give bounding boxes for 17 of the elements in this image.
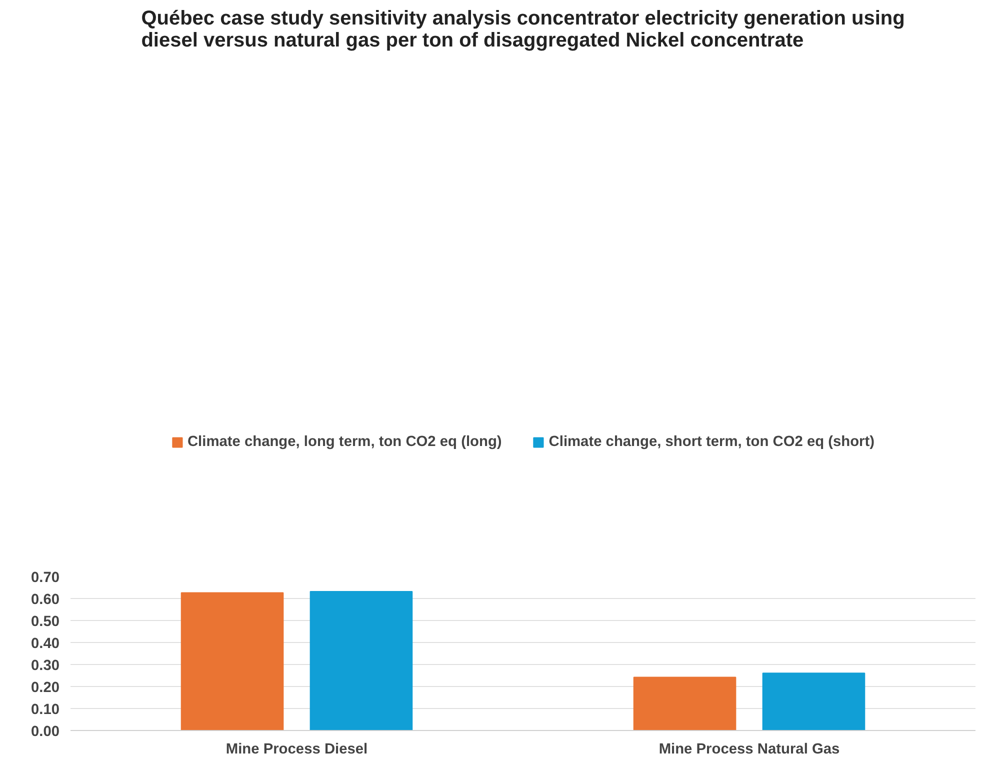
x-tick-label: Mine Process Diesel xyxy=(226,742,368,758)
y-tick-label: 0.60 xyxy=(30,592,60,608)
chart-title: Québec case study sensitivity analysis concentrator electricity generation using diesel versus natural gas per ton of disaggregated Nickel concentrate xyxy=(141,8,905,52)
y-tick-label: 0.00 xyxy=(30,724,60,740)
legend-label: Climate change, short term, ton CO2 eq (short) xyxy=(548,434,875,450)
bar xyxy=(310,590,413,730)
y-tick-label: 0.70 xyxy=(30,570,60,586)
y-tick-label: 0.50 xyxy=(30,614,60,630)
bar xyxy=(180,592,284,730)
legend-label: Climate change, long term, ton CO2 eq (long) xyxy=(187,434,502,450)
y-tick-label: 0.40 xyxy=(30,636,60,652)
x-tick-label: Mine Process Natural Gas xyxy=(658,742,840,758)
bar xyxy=(762,672,866,730)
y-tick-label: 0.10 xyxy=(30,702,60,718)
y-tick-label: 0.20 xyxy=(30,680,60,696)
y-tick-label: 0.30 xyxy=(30,658,60,674)
bar xyxy=(633,676,736,730)
